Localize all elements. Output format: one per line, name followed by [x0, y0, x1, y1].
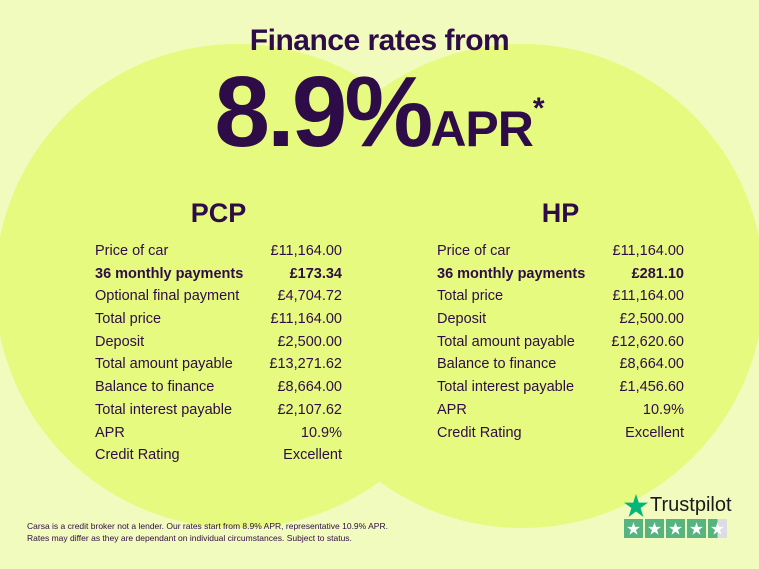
row-label: Price of car: [437, 243, 511, 259]
row-label: Optional final payment: [95, 288, 240, 305]
row-label: APR: [95, 424, 125, 441]
pcp-panel: PCP Price of car £11,164.00 36 monthly pay…: [95, 198, 342, 467]
pcp-row: APR 10.9%: [95, 422, 342, 445]
pcp-row: Total interest payable £2,107.62: [95, 399, 342, 422]
asterisk: *: [532, 92, 545, 125]
row-value: £13,271.62: [269, 356, 342, 373]
pcp-rows: Price of car £11,164.00 36 monthly payment…: [95, 240, 342, 467]
row-label: Balance to finance: [95, 379, 215, 396]
pcp-row: Total price £11,164.00: [95, 308, 342, 331]
row-label: Credit Rating: [437, 424, 522, 441]
rating-star-icon: [645, 519, 664, 538]
rate-display: 8.9%APR*: [0, 62, 759, 162]
background-circle-right: [280, 44, 759, 528]
row-value: £11,164.00: [612, 288, 685, 305]
row-value: £2,500.00: [277, 333, 342, 350]
trustpilot-star-icon: [624, 494, 648, 517]
trustpilot-badge[interactable]: Trustpilot: [624, 494, 732, 538]
row-label: Credit Rating: [95, 447, 180, 464]
hp-title: HP: [541, 198, 580, 228]
row-label: Deposit: [437, 311, 487, 328]
row-label: Total amount payable: [437, 333, 575, 350]
row-value: 10.9%: [642, 401, 684, 418]
pcp-row: Optional final payment £4,704.72: [95, 285, 342, 308]
hp-row: Price of car £11,164.00: [437, 240, 684, 263]
pcp-row: Credit Rating Excellent: [95, 444, 342, 467]
hp-row: Total amount payable £12,620.60: [437, 331, 684, 354]
disclaimer: Carsa is a credit broker not a lender. O…: [27, 520, 388, 544]
row-label: Balance to finance: [437, 356, 557, 373]
row-value: £11,164.00: [270, 311, 343, 328]
rate-value: 8.9%: [214, 56, 433, 168]
pcp-row: 36 monthly payments £173.34: [95, 263, 342, 286]
hp-panel: HP Price of car £11,164.00 36 monthly paym…: [437, 198, 684, 444]
row-value: Excellent: [625, 424, 684, 441]
disclaimer-line-1: Carsa is a credit broker not a lender. O…: [27, 521, 388, 531]
row-value: £1,456.60: [619, 379, 684, 396]
disclaimer-line-2: Rates may differ as they are dependant o…: [27, 533, 352, 543]
row-label: Deposit: [95, 333, 145, 350]
row-label: APR: [437, 401, 467, 418]
rating-star-icon: [666, 519, 685, 538]
row-value: £173.34: [289, 265, 342, 282]
pcp-row: Deposit £2,500.00: [95, 331, 342, 354]
pcp-row: Total amount payable £13,271.62: [95, 353, 342, 376]
pcp-title: PCP: [190, 198, 247, 228]
row-value: £11,164.00: [612, 243, 685, 259]
hp-rows: Price of car £11,164.00 36 monthly payment…: [437, 240, 684, 444]
row-label: Total price: [95, 311, 162, 328]
row-value: 10.9%: [300, 424, 342, 441]
trustpilot-label: Trustpilot: [650, 494, 732, 516]
rating-star-icon: [708, 519, 727, 538]
row-value: £8,664.00: [619, 356, 684, 373]
hp-row: Deposit £2,500.00: [437, 308, 684, 331]
row-value: Excellent: [283, 447, 342, 464]
pcp-row: Price of car £11,164.00: [95, 240, 342, 263]
rating-star-icon: [687, 519, 706, 538]
hp-row: Balance to finance £8,664.00: [437, 353, 684, 376]
row-label: Total interest payable: [437, 379, 575, 396]
row-label: 36 monthly payments: [437, 265, 586, 282]
hp-row: APR 10.9%: [437, 399, 684, 422]
hp-row: Total price £11,164.00: [437, 285, 684, 308]
trustpilot-rating: [624, 519, 732, 538]
rating-star-icon: [624, 519, 643, 538]
hp-row: Total interest payable £1,456.60: [437, 376, 684, 399]
hp-row: Credit Rating Excellent: [437, 422, 684, 445]
pcp-row: Balance to finance £8,664.00: [95, 376, 342, 399]
row-value: £12,620.60: [611, 333, 684, 350]
row-label: Price of car: [95, 243, 169, 259]
hp-row: 36 monthly payments £281.10: [437, 263, 684, 286]
headline: Finance rates from: [249, 24, 510, 57]
row-label: Total amount payable: [95, 356, 233, 373]
row-label: Total price: [437, 288, 504, 305]
row-value: £2,107.62: [277, 401, 342, 418]
rate-suffix: APR: [430, 101, 534, 157]
row-value: £2,500.00: [619, 311, 684, 328]
row-value: £11,164.00: [270, 243, 343, 259]
row-value: £8,664.00: [277, 379, 342, 396]
row-label: 36 monthly payments: [95, 265, 244, 282]
row-value: £281.10: [631, 265, 684, 282]
row-label: Total interest payable: [95, 401, 233, 418]
row-value: £4,704.72: [277, 288, 342, 305]
